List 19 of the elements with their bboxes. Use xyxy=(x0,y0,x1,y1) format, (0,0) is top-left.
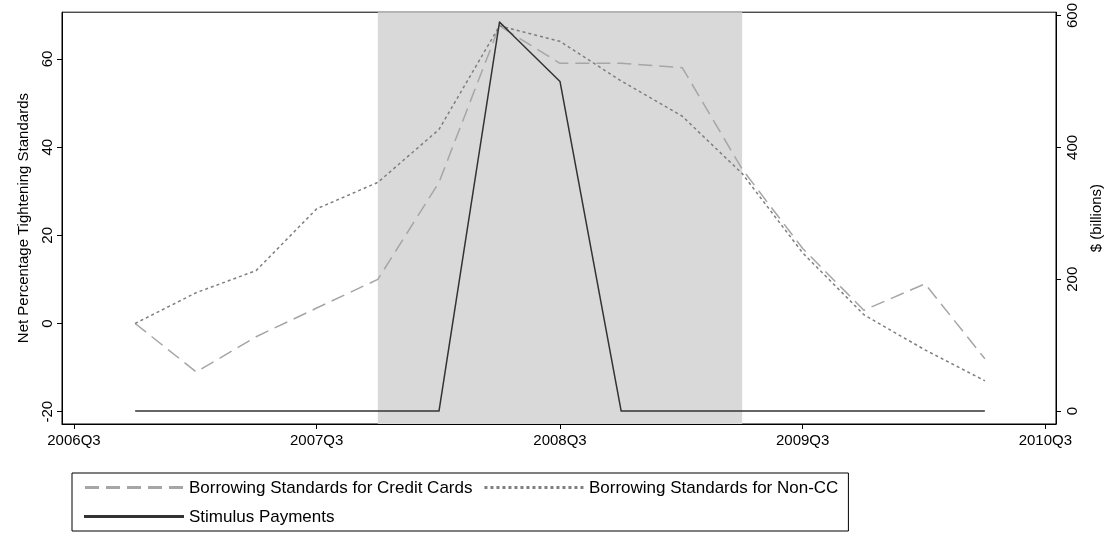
y-tick-label: 20 xyxy=(38,226,55,244)
y2-tick-label: 600 xyxy=(1063,3,1080,29)
y2-axis-title: $ (billions) xyxy=(1087,183,1104,253)
y-tick-label: -20 xyxy=(38,400,55,423)
x-tick-label: 2010Q3 xyxy=(1018,431,1073,448)
y-tick-label: 0 xyxy=(38,319,55,328)
y-axis-title: Net Percentage Tightening Standards xyxy=(14,93,31,344)
y2-tick-label: 0 xyxy=(1063,406,1080,416)
y-tick-label: 60 xyxy=(38,50,55,68)
x-tick-label: 2007Q3 xyxy=(289,431,344,448)
x-tick-label: 2006Q3 xyxy=(47,431,101,448)
y2-tick-label: 200 xyxy=(1063,266,1080,292)
y-tick-label: 40 xyxy=(38,138,55,156)
legend-label: Borrowing Standards for Non-CC xyxy=(588,478,839,497)
legend-label: Stimulus Payments xyxy=(189,507,335,526)
x-tick-label: 2009Q3 xyxy=(775,431,830,448)
legend-label: Borrowing Standards for Credit Cards xyxy=(189,478,473,497)
y2-tick-label: 400 xyxy=(1063,134,1080,160)
x-tick-label: 2008Q3 xyxy=(533,431,587,448)
